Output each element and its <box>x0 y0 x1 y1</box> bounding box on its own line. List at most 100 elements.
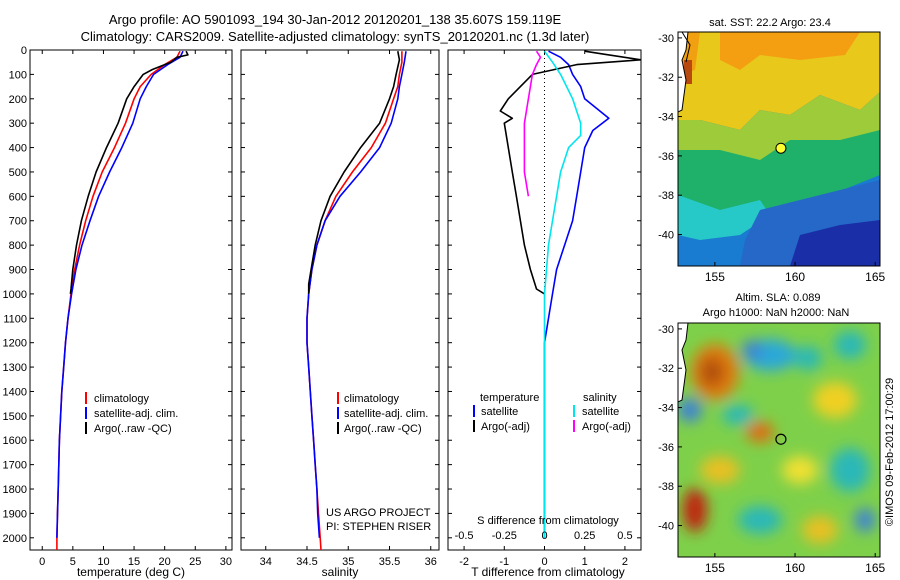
imos-timestamp: ©IMOS 09-Feb-2012 17:00:29 <box>884 378 896 526</box>
depth-tick-label: 1100 <box>3 313 27 325</box>
sla-map-axes: 155 160 165 -30 -32 -34 -36 -38 -40 <box>658 324 885 575</box>
temperature-series <box>56 50 189 550</box>
series-line-temperature-satellite <box>543 50 610 538</box>
sla-map-title: Altim. SLA: 0.089 <box>736 292 821 304</box>
pi-credit: PI: STEPHEN RISER <box>326 521 431 533</box>
lat-tick-label: -32 <box>658 363 674 375</box>
sla-map-frame <box>677 322 881 558</box>
temperature-x-axis: 0 5 10 15 20 25 30 <box>39 50 232 568</box>
lat-tick-label: -30 <box>658 324 674 336</box>
s-tick-label: -0.25 <box>492 530 517 542</box>
sla-map: Altim. SLA: 0.089 Argo h1000: NaN h2000:… <box>658 292 885 575</box>
lat-tick-label: -34 <box>658 112 674 124</box>
x-tick-label: 36 <box>425 556 437 568</box>
lon-tick-label: 160 <box>785 270 805 284</box>
depth-tick-label: 1000 <box>3 289 27 301</box>
x-tick-label: 34.5 <box>296 556 317 568</box>
sla-field <box>678 323 880 557</box>
salinity-depth-ticks <box>241 49 439 539</box>
salinity-legend: climatology satellite-adj. clim. Argo(..… <box>337 392 428 435</box>
salinity-series <box>306 51 407 550</box>
temperature-axes-frame <box>29 49 233 551</box>
lat-tick-label: -40 <box>658 521 674 533</box>
series-line-temperature-argo-adj- <box>499 50 641 295</box>
lat-tick-label: -38 <box>658 481 674 493</box>
x-tick-label: 30 <box>220 556 232 568</box>
header-line-2: Climatology: CARS2009. Satellite-adjuste… <box>81 29 590 44</box>
s-tick-label: -0.5 <box>455 530 474 542</box>
depth-tick-label: 600 <box>9 191 27 203</box>
x-tick-label: 34 <box>260 556 272 568</box>
salinity-x-label: salinity <box>322 565 359 579</box>
depth-tick-label: 1900 <box>3 508 27 520</box>
depth-tick-label: 1700 <box>3 460 27 472</box>
x-tick-label: 35.5 <box>379 556 400 568</box>
header-line-1: Argo profile: AO 5901093_194 30-Jan-2012… <box>109 12 562 27</box>
x-tick-label: 10 <box>97 556 109 568</box>
series-line-argo-raw-qc- <box>69 50 189 294</box>
sst-map: sat. SST: 22.2 Argo: 23.4 155 160 165 -30 -3… <box>658 17 885 284</box>
legend-satellite-label: satellite-adj. clim. <box>94 408 178 420</box>
t-difference-label: T difference from climatology <box>471 565 625 579</box>
lat-tick-label: -34 <box>658 403 674 415</box>
depth-tick-label: 500 <box>9 167 27 179</box>
sst-map-title: sat. SST: 22.2 Argo: 23.4 <box>709 17 831 29</box>
x-tick-label: 1 <box>582 556 588 568</box>
s-tick-label: 0.25 <box>574 530 595 542</box>
legend-argo-label: Argo(..raw -QC) <box>94 423 172 435</box>
lat-tick-label: -32 <box>658 72 674 84</box>
lon-tick-label: 165 <box>865 561 885 575</box>
temperature-legend: climatology satellite-adj. clim. Argo(..… <box>85 392 178 435</box>
depth-axis: 0 100 200 300 400 500 600 700 800 900 1000 1100 1200… <box>3 45 232 545</box>
s-difference-label: S difference from climatology <box>477 515 619 527</box>
depth-tick-label: 800 <box>9 240 27 252</box>
lat-tick-label: -36 <box>658 442 674 454</box>
argo-float-marker <box>775 433 787 445</box>
salinity-axes-frame <box>240 49 440 551</box>
depth-tick-label: 2000 <box>3 533 27 545</box>
depth-tick-label: 1200 <box>3 338 27 350</box>
depth-tick-label: 300 <box>9 118 27 130</box>
x-tick-label: 0 <box>541 556 547 568</box>
lon-tick-label: 160 <box>785 561 805 575</box>
legend-sal-satellite-label: satellite <box>582 406 619 418</box>
sla-map-subtitle: Argo h1000: NaN h2000: NaN <box>703 307 850 319</box>
x-tick-label: 35 <box>342 556 354 568</box>
legend-sal-argo-label: Argo(-adj) <box>582 421 631 433</box>
legend-satellite-label: satellite-adj. clim. <box>344 408 428 420</box>
series-line-argo-raw-qc- <box>307 51 401 294</box>
lon-tick-label: 155 <box>705 561 725 575</box>
depth-tick-label: 1600 <box>3 435 27 447</box>
project-credit: US ARGO PROJECT <box>326 507 431 519</box>
x-tick-label: -1 <box>499 556 509 568</box>
difference-legend: temperature satellite Argo(-adj) salinit… <box>473 392 631 433</box>
difference-panel: -2 -1 0 1 2 temperature satellite Argo(-adj)… <box>447 49 642 579</box>
temperature-panel: 0100200300400500600700800900100011001200… <box>3 45 233 579</box>
x-tick-label: 5 <box>70 556 76 568</box>
sst-map-axes: 155 160 165 -30 -32 -34 -36 -38 -40 <box>658 33 885 284</box>
lon-tick-label: 165 <box>865 270 885 284</box>
salinity-x-axis: 34 34.5 35 35.5 36 <box>260 50 437 568</box>
legend-climatology-label: climatology <box>94 393 150 405</box>
series-line-satellite-adj-clim- <box>56 50 184 538</box>
depth-tick-label: 1400 <box>3 386 27 398</box>
lat-tick-label: -30 <box>658 33 674 45</box>
x-tick-label: 0 <box>39 556 45 568</box>
difference-series <box>499 50 641 538</box>
s-tick-label: 0.5 <box>617 530 632 542</box>
legend-temp-satellite-label: satellite <box>481 406 518 418</box>
x-tick-label: 20 <box>159 556 171 568</box>
depth-tick-label: 400 <box>9 143 27 155</box>
legend-climatology-label: climatology <box>344 393 400 405</box>
x-tick-label: 15 <box>128 556 140 568</box>
depth-tick-label: 1500 <box>3 411 27 423</box>
salinity-panel: 34 34.5 35 35.5 36 salinity climatology sate… <box>240 49 440 579</box>
depth-tick-label: 700 <box>9 216 27 228</box>
lat-tick-label: -40 <box>658 230 674 242</box>
series-line-salinity-argo-adj- <box>523 50 542 197</box>
lon-tick-label: 155 <box>705 270 725 284</box>
x-tick-label: 2 <box>622 556 628 568</box>
legend-temperature-title: temperature <box>480 392 539 404</box>
x-tick-label: 25 <box>189 556 201 568</box>
series-line-salinity-satellite <box>543 50 582 538</box>
